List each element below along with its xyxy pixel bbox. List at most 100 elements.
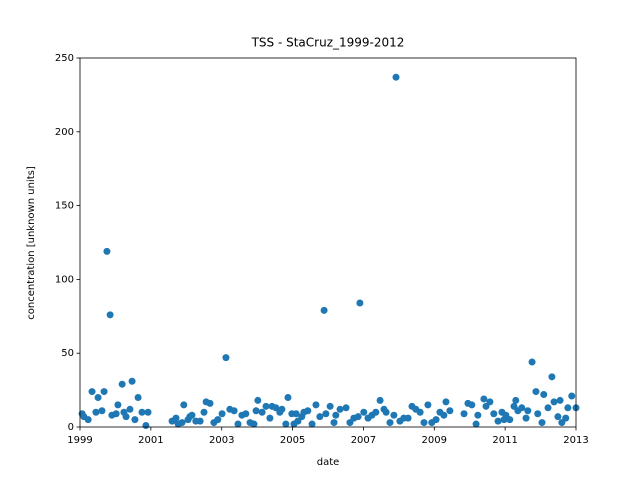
x-tick-label: 2003 [209, 435, 234, 446]
point [250, 420, 258, 428]
point [472, 420, 480, 428]
point [180, 401, 188, 409]
y-tick-label: 100 [55, 274, 74, 285]
point [206, 399, 214, 407]
chart-title: TSS - StaCruz_1999-2012 [251, 36, 405, 50]
point [356, 299, 364, 307]
point [118, 380, 126, 388]
point [103, 247, 111, 255]
point [144, 408, 152, 416]
point [142, 422, 150, 430]
point [131, 416, 139, 424]
point [532, 388, 540, 396]
point [196, 417, 204, 425]
point [404, 414, 412, 422]
y-tick-label: 150 [55, 201, 74, 212]
point [468, 401, 476, 409]
point [188, 411, 196, 419]
point [562, 414, 570, 422]
point [242, 410, 250, 418]
point [94, 393, 102, 401]
point [512, 396, 520, 404]
point [522, 414, 530, 422]
point [342, 404, 350, 412]
point [486, 398, 494, 406]
y-tick-label: 200 [55, 127, 74, 138]
point [538, 419, 546, 427]
point [114, 401, 122, 409]
point [376, 396, 384, 404]
point [128, 377, 136, 385]
point [254, 396, 262, 404]
point [278, 405, 286, 413]
point [84, 416, 92, 424]
point [112, 410, 120, 418]
point [446, 407, 454, 415]
point [92, 408, 100, 416]
point [544, 404, 552, 412]
y-tick-label: 250 [55, 53, 74, 64]
point [230, 407, 238, 415]
point [432, 416, 440, 424]
point [308, 420, 316, 428]
point [354, 413, 362, 421]
point [524, 407, 532, 415]
point [282, 420, 290, 428]
point [258, 408, 266, 416]
point [490, 410, 498, 418]
point [312, 401, 320, 409]
point [480, 395, 488, 403]
point [540, 391, 548, 399]
x-axis-label: date [317, 457, 340, 468]
point [420, 419, 428, 427]
point [138, 408, 146, 416]
point [304, 407, 312, 415]
point [494, 417, 502, 425]
point [284, 393, 292, 401]
point [98, 407, 106, 415]
point [386, 419, 394, 427]
point [518, 404, 526, 412]
point [460, 410, 468, 418]
point [392, 73, 400, 81]
point [556, 396, 564, 404]
point [506, 416, 514, 424]
point [172, 414, 180, 422]
point [332, 411, 340, 419]
x-tick-label: 2001 [138, 435, 163, 446]
x-tick-label: 2013 [563, 435, 588, 446]
point [534, 410, 542, 418]
point [336, 405, 344, 413]
y-axis-label: concentration [unknown units] [26, 166, 37, 320]
x-tick-label: 2011 [492, 435, 517, 446]
x-tick-label: 2009 [422, 435, 447, 446]
point [360, 408, 368, 416]
point [88, 388, 96, 396]
point [528, 358, 536, 366]
point [126, 405, 134, 413]
point [134, 393, 142, 401]
point [178, 419, 186, 427]
x-tick-label: 2007 [351, 435, 376, 446]
point [218, 410, 226, 418]
point [234, 420, 242, 428]
y-tick-label: 0 [68, 422, 74, 433]
x-tick-label: 1999 [67, 435, 92, 446]
point [214, 416, 222, 424]
x-tick-label: 2005 [280, 435, 305, 446]
point [416, 408, 424, 416]
point [554, 413, 562, 421]
point [442, 398, 450, 406]
point [440, 411, 448, 419]
point [262, 402, 270, 410]
point [474, 411, 482, 419]
point [266, 414, 274, 422]
point [100, 388, 108, 396]
point [568, 392, 576, 400]
point [382, 408, 390, 416]
point [316, 413, 324, 421]
point [292, 410, 300, 418]
point [252, 407, 260, 415]
